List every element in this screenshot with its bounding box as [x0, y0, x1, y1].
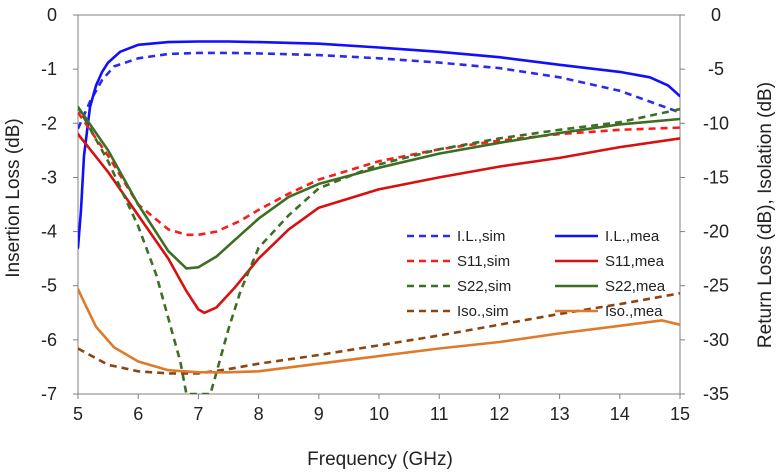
- y-left-tick-label: -1: [41, 59, 57, 79]
- x-tick-label: 15: [670, 404, 690, 424]
- x-tick-label: 5: [73, 404, 83, 424]
- series-line-6: [78, 105, 680, 270]
- x-tick-label: 7: [193, 404, 203, 424]
- y-right-tick-label: -30: [703, 330, 729, 350]
- legend-label: I.L.,sim: [457, 228, 505, 245]
- plot-frame: [77, 14, 681, 395]
- y-left-tick-label: -2: [41, 113, 57, 133]
- legend: I.L.,sim I.L.,mea S11,sim S11,mea S22,sim S22…: [407, 228, 666, 320]
- y-right-tick-label: -25: [703, 276, 729, 296]
- x-axis-label: Frequency (GHz): [307, 449, 453, 470]
- y-right-tick-label: 0: [711, 5, 721, 25]
- y-left-tick-label: -3: [41, 167, 57, 187]
- series-line-4: [78, 132, 680, 315]
- y-right-tick-label: -20: [703, 222, 729, 242]
- series-line-1: [78, 51, 680, 130]
- series-line-2: [78, 40, 680, 250]
- y-left-tick-label: -7: [41, 384, 57, 404]
- y-left-tick-label: 0: [47, 5, 57, 25]
- series-line-7: [78, 292, 680, 375]
- legend-label: Iso.,sim: [457, 303, 509, 320]
- series-line-3: [78, 111, 680, 237]
- y-right-tick-label: -5: [708, 59, 724, 79]
- x-tick-label: 6: [133, 404, 143, 424]
- legend-label: S11,mea: [605, 253, 665, 270]
- x-tick-label: 10: [369, 404, 389, 424]
- legend-label: S22,sim: [457, 278, 511, 295]
- x-tick-label: 13: [550, 404, 570, 424]
- y-right-tick-label: -15: [703, 167, 729, 187]
- y-right-tick-label: -35: [703, 384, 729, 404]
- legend-label: I.L.,mea: [605, 228, 660, 245]
- x-tick-label: 12: [489, 404, 509, 424]
- legend-label: Iso.,mea: [605, 303, 663, 320]
- series-layer: [78, 40, 680, 394]
- series-line-8: [78, 287, 680, 374]
- x-tick-label: 14: [610, 404, 630, 424]
- y-axis-label-right: Return Loss (dB), Isolation (dB): [755, 82, 776, 348]
- plot-area: [77, 14, 681, 395]
- x-tick-label: 9: [314, 404, 324, 424]
- y-right-tick-label: -10: [703, 113, 729, 133]
- y-left-tick-label: -5: [41, 276, 57, 296]
- series-line-5: [78, 106, 680, 394]
- legend-label: S11,sim: [457, 253, 510, 270]
- y-left-tick-label: -6: [41, 330, 57, 350]
- y-axis-label-left: Insertion Loss (dB): [3, 118, 24, 277]
- x-tick-label: 8: [254, 404, 264, 424]
- x-tick-label: 11: [430, 404, 449, 424]
- y-left-tick-label: -4: [41, 222, 57, 242]
- legend-label: S22,mea: [605, 278, 666, 295]
- axis-ticks: 5 6 7 8 9 10 11 12 13 14 15 0 -1 -2 -3 -4 -5 -6 -7 0 -5 -10 -1…: [41, 5, 729, 424]
